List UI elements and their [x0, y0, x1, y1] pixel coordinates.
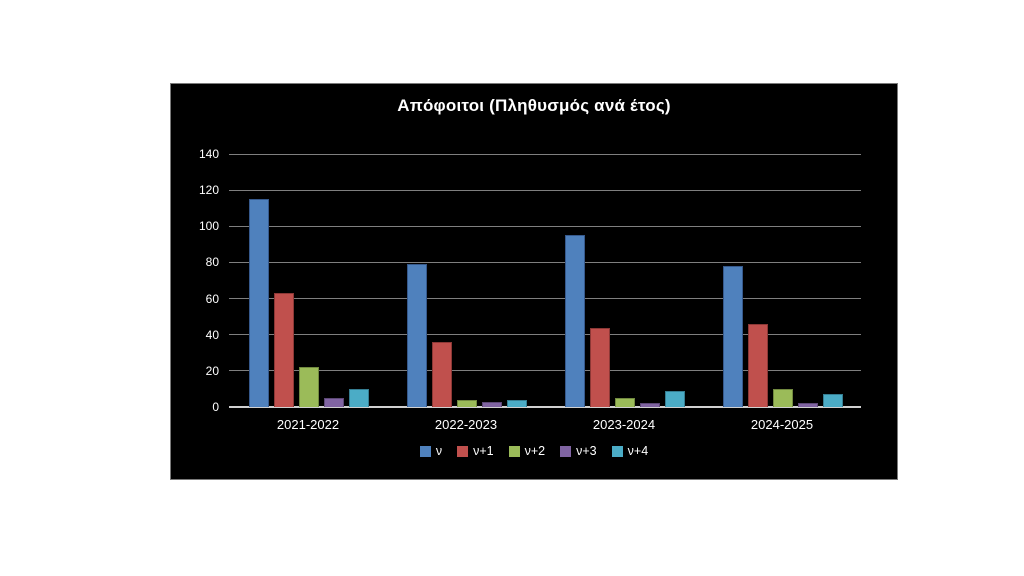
legend-swatch	[457, 445, 469, 457]
bar	[748, 323, 768, 407]
gridline	[229, 370, 861, 372]
bar	[482, 401, 502, 407]
legend-item: ν	[419, 444, 443, 458]
chart-legend: ν ν+1 ν+2 ν+3 ν+4	[171, 444, 897, 458]
x-axis-category-label: 2021-2022	[276, 417, 340, 432]
x-axis-category-label: 2022-2023	[434, 417, 498, 432]
legend-swatch	[508, 445, 520, 457]
gridline	[229, 153, 861, 155]
gridline	[229, 225, 861, 227]
legend-item: ν+1	[457, 444, 494, 458]
y-axis-tick-label: 80	[205, 255, 219, 270]
legend-swatch	[611, 445, 623, 457]
chart-panel: Απόφοιτοι (Πληθυσμός ανά έτος) 0 20 40 60 80…	[170, 83, 898, 480]
bar	[432, 341, 452, 407]
legend-label: ν+4	[627, 444, 649, 458]
chart-title: Απόφοιτοι (Πληθυσμός ανά έτος)	[397, 96, 671, 115]
legend-item: ν+3	[560, 444, 597, 458]
bar	[723, 266, 743, 407]
plot-area: 0 20 40 60 80 100 120 140 2021-2022 2022-2023 2023…	[199, 147, 861, 432]
legend-item: ν+2	[508, 444, 546, 458]
legend-swatch	[419, 445, 431, 457]
bar	[299, 367, 319, 407]
bar	[249, 199, 269, 407]
y-axis-tick-label: 100	[198, 219, 219, 234]
y-axis-tick-label: 40	[205, 327, 219, 342]
legend-swatch	[560, 445, 572, 457]
bar	[665, 390, 685, 407]
bar	[507, 399, 527, 407]
bar	[798, 403, 818, 407]
legend-label: ν+1	[473, 444, 494, 458]
bar	[615, 397, 635, 407]
bar	[407, 264, 427, 407]
gridline	[229, 298, 861, 300]
bar	[590, 327, 610, 407]
y-axis-tick-label: 120	[198, 183, 219, 198]
x-axis-category-label: 2023-2024	[592, 417, 656, 432]
bar	[324, 397, 344, 407]
legend-item: ν+4	[611, 444, 649, 458]
bar	[640, 403, 660, 407]
legend-label: ν+3	[576, 444, 597, 458]
bar	[457, 399, 477, 407]
gridline	[229, 261, 861, 263]
y-axis-tick-label: 140	[198, 147, 219, 161]
gridline	[229, 334, 861, 336]
y-axis-tick-label: 20	[205, 363, 219, 378]
bar	[274, 293, 294, 407]
legend-label: ν+2	[524, 444, 546, 458]
gridline	[229, 189, 861, 191]
bar	[773, 388, 793, 407]
bar	[565, 235, 585, 407]
legend-label: ν	[435, 444, 443, 458]
bar	[823, 394, 843, 407]
y-axis-tick-label: 0	[212, 400, 219, 414]
x-axis-line	[229, 406, 861, 408]
x-axis-category-label: 2024-2025	[750, 417, 814, 432]
bar	[349, 388, 369, 407]
y-axis-tick-label: 60	[205, 291, 219, 306]
